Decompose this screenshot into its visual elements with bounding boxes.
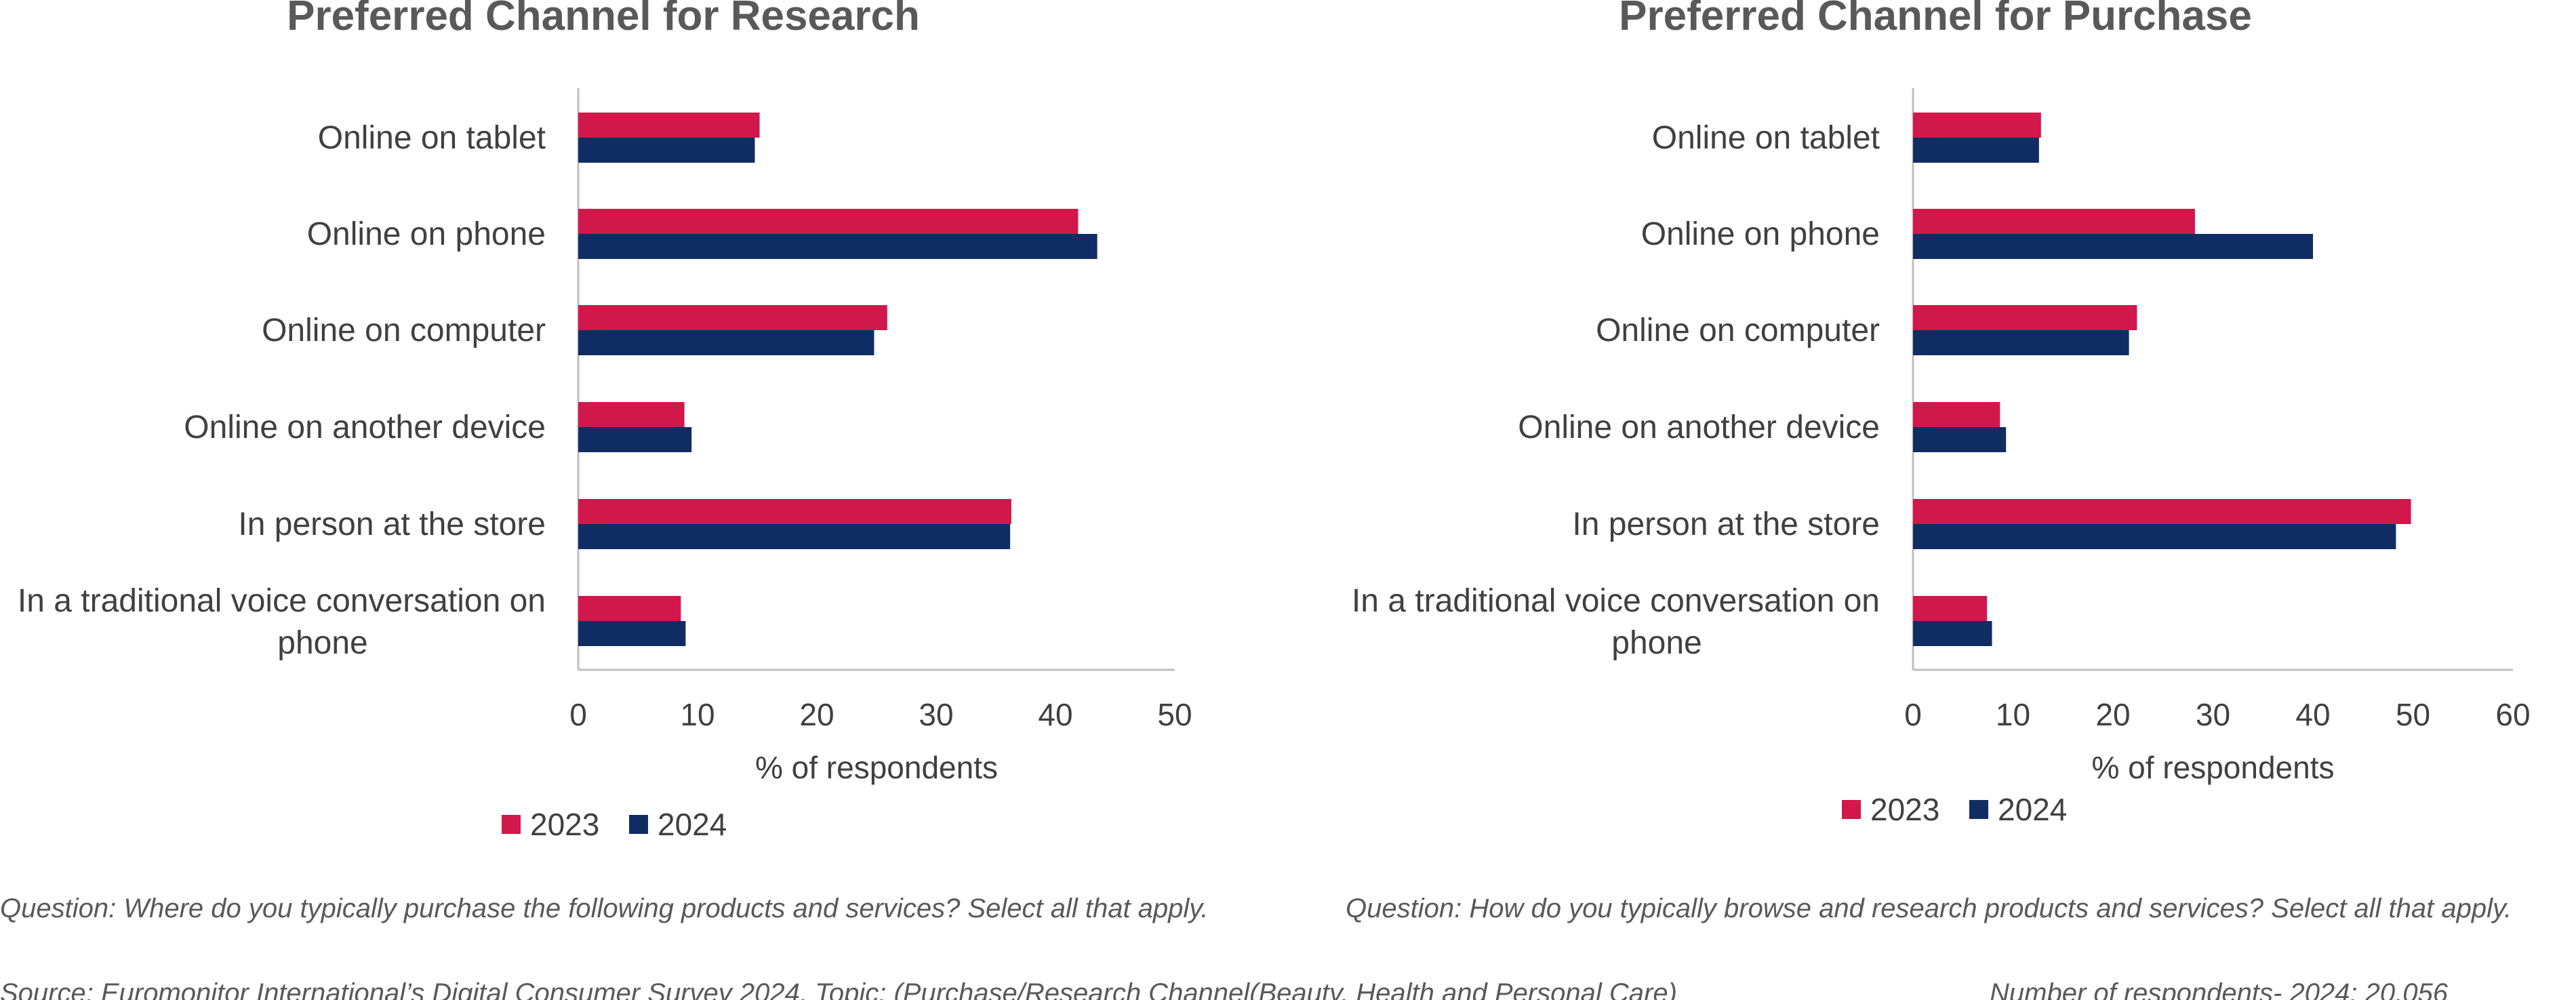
x-tick-label: 20 xyxy=(2095,697,2130,732)
respondents-note: Number of respondents- 2024: 20,056 xyxy=(1990,978,2449,1000)
bar-2023-5 xyxy=(1913,596,1988,621)
bar-2024-5 xyxy=(578,621,686,646)
bar-2023-2 xyxy=(1913,305,2137,330)
x-tick-label: 30 xyxy=(2196,697,2230,732)
legend-label: 2024 xyxy=(1998,792,2067,827)
x-tick-label: 50 xyxy=(2396,697,2430,732)
bar-2024-0 xyxy=(1913,138,2039,163)
bar-2023-5 xyxy=(578,596,681,621)
bar-2023-4 xyxy=(1913,499,2411,524)
bar-2024-3 xyxy=(578,427,692,452)
category-label: Online on tablet xyxy=(318,120,546,156)
x-tick-label: 40 xyxy=(2295,697,2330,732)
x-tick-label: 20 xyxy=(799,697,834,732)
x-tick-label: 40 xyxy=(1038,697,1072,732)
category-label: In person at the store xyxy=(238,506,546,542)
chart-title: Preferred Channel for Purchase xyxy=(1619,0,2252,39)
x-axis-title: % of respondents xyxy=(2091,750,2334,785)
x-tick-label: 0 xyxy=(569,697,587,732)
bar-2023-3 xyxy=(578,402,685,427)
legend-swatch-2024 xyxy=(1969,800,1988,819)
category-label: Online on phone xyxy=(307,216,546,252)
legend-swatch-2023 xyxy=(1842,800,1861,819)
x-tick-label: 60 xyxy=(2495,697,2530,732)
bar-2023-0 xyxy=(578,113,760,138)
category-label: In person at the store xyxy=(1572,506,1880,542)
legend-swatch-2023 xyxy=(502,815,521,834)
purchase-chart: Preferred Channel for Purchase Online on … xyxy=(1352,0,2531,827)
x-tick-label: 30 xyxy=(919,697,953,732)
bar-2023-3 xyxy=(1913,402,2000,427)
x-axis-title: % of respondents xyxy=(755,750,998,785)
bar-2023-2 xyxy=(578,305,887,330)
legend-label: 2023 xyxy=(530,807,599,842)
legend-swatch-2024 xyxy=(629,815,648,834)
bar-2023-0 xyxy=(1913,113,2041,138)
category-label: Online on another device xyxy=(1518,409,1880,445)
bar-2024-1 xyxy=(578,234,1098,259)
category-label: Online on another device xyxy=(184,409,546,445)
bar-2024-3 xyxy=(1913,427,2007,452)
bar-2024-4 xyxy=(578,524,1011,549)
chart-title: Preferred Channel for Research xyxy=(287,0,920,39)
bar-2024-2 xyxy=(578,330,874,355)
legend-label: 2023 xyxy=(1870,792,1939,827)
bar-2024-1 xyxy=(1913,234,2313,259)
category-label: In a traditional voice conversation on ph… xyxy=(1352,583,1880,661)
bar-2023-1 xyxy=(1913,209,2195,234)
category-label: Online on tablet xyxy=(1652,120,1880,156)
x-tick-label: 0 xyxy=(1904,697,1922,732)
source-note: Source: Euromonitor International’s Digi… xyxy=(0,978,1677,1000)
bar-2024-2 xyxy=(1913,330,2129,355)
bar-2024-5 xyxy=(1913,621,1992,646)
bar-2023-4 xyxy=(578,499,1011,524)
research-chart: Preferred Channel for Research Online on … xyxy=(18,0,1192,842)
question-note-left: Question: Where do you typically purchas… xyxy=(0,894,1208,923)
x-tick-label: 10 xyxy=(680,697,715,732)
category-label: In a traditional voice conversation on ph… xyxy=(18,583,546,661)
legend-label: 2024 xyxy=(658,807,727,842)
category-label: Online on phone xyxy=(1641,216,1880,252)
question-note-right: Question: How do you typically browse an… xyxy=(1346,894,2512,923)
category-label: Online on computer xyxy=(262,313,546,348)
bar-2023-1 xyxy=(578,209,1079,234)
category-label: Online on computer xyxy=(1596,313,1880,348)
bar-2024-4 xyxy=(1913,524,2396,549)
x-tick-label: 50 xyxy=(1157,697,1192,732)
x-tick-label: 10 xyxy=(1996,697,2030,732)
bar-2024-0 xyxy=(578,138,755,163)
